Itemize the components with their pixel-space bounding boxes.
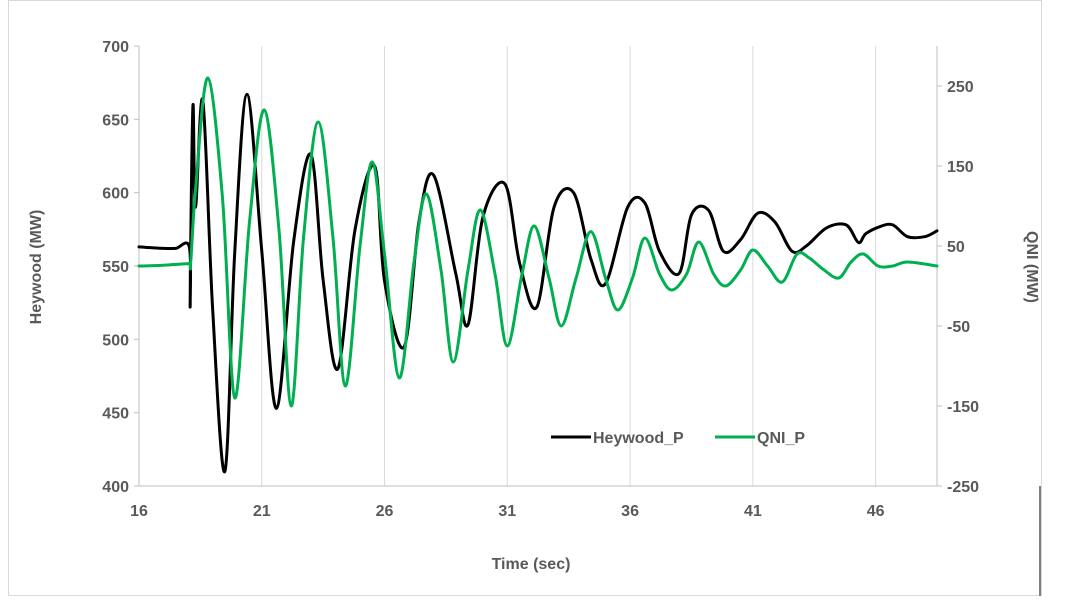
y-tick-label-left: 650 <box>102 112 129 129</box>
y-axis-title-right: QNI (MW) <box>1023 231 1040 303</box>
x-tick-label: 26 <box>376 503 394 520</box>
y-tick-label-right: 150 <box>947 159 974 176</box>
edge-mark <box>1039 486 1041 596</box>
x-tick-label: 31 <box>498 503 516 520</box>
y-tick-label-right: -250 <box>947 479 979 496</box>
x-tick-label: 16 <box>130 503 148 520</box>
chart-frame: 16 21 26 31 36 41 46 400 450 500 550 600 650 700 -250 -… <box>8 0 1042 596</box>
x-tick-label: 36 <box>621 503 639 520</box>
series-line-heywood <box>137 92 939 474</box>
x-tick-label: 46 <box>867 503 885 520</box>
y-axis-title-left: Heywood (MW) <box>28 210 45 325</box>
y-tick-label-right: -50 <box>947 319 970 336</box>
y-tick-label-left: 700 <box>102 39 129 56</box>
series-line-qni <box>137 76 939 408</box>
grid-layer <box>261 46 877 486</box>
y-tick-label-right: -150 <box>947 399 979 416</box>
y-tick-label-left: 400 <box>102 479 129 496</box>
y-tick-label-left: 600 <box>102 186 129 203</box>
chart: 16 21 26 31 36 41 46 400 450 500 550 600 650 700 -250 -… <box>28 39 1040 573</box>
series-layer <box>137 76 939 474</box>
y-tick-label-right: 250 <box>947 79 974 96</box>
y-tick-label-left: 550 <box>102 259 129 276</box>
x-tick-label: 41 <box>744 503 762 520</box>
axes-layer: 16 21 26 31 36 41 46 400 450 500 550 600 650 700 -250 -… <box>102 39 979 520</box>
x-tick-label: 21 <box>253 503 271 520</box>
legend: Heywood_P QNI_P <box>551 430 805 447</box>
legend-label-heywood: Heywood_P <box>593 430 684 447</box>
y-tick-label-left: 500 <box>102 332 129 349</box>
x-axis-title: Time (sec) <box>492 556 571 573</box>
y-tick-label-right: 50 <box>947 239 965 256</box>
y-tick-label-left: 450 <box>102 406 129 423</box>
legend-label-qni: QNI_P <box>757 430 805 447</box>
